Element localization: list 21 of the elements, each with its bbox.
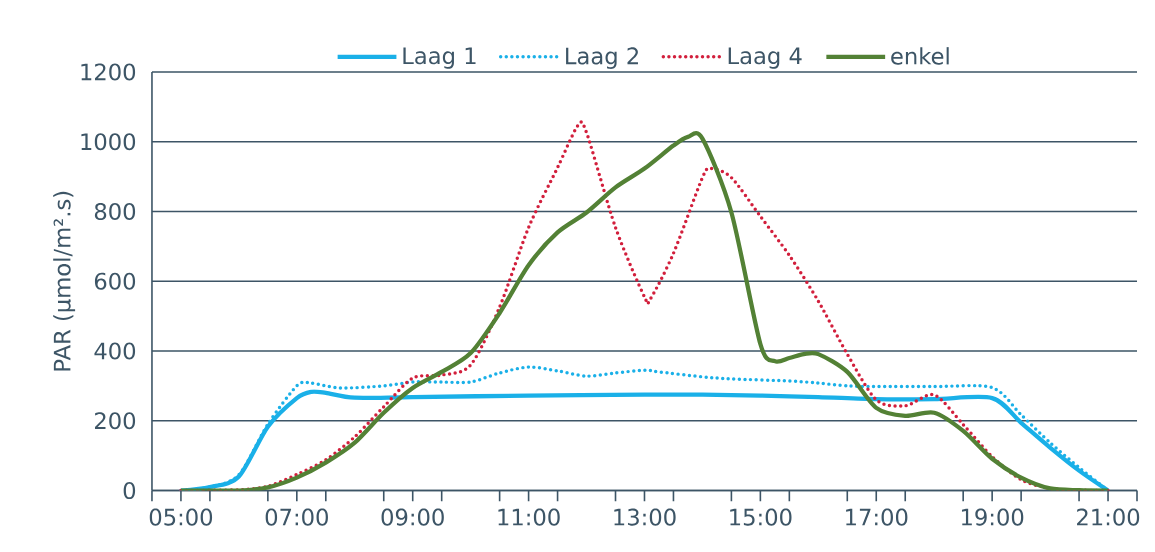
legend-label: Laag 1 xyxy=(403,47,476,69)
x-tick-label: 11:00 xyxy=(498,508,560,526)
y-axis-title: PAR (µmol/m².s) xyxy=(53,191,76,371)
y-tick-label: 200 xyxy=(94,412,136,430)
y-tick-label: 800 xyxy=(94,202,136,221)
y-tick-label: 400 xyxy=(94,342,136,360)
x-tick-label: 07:00 xyxy=(265,508,328,526)
x-tick-label: 19:00 xyxy=(961,508,1024,526)
x-tick-label: 17:00 xyxy=(846,508,908,526)
y-tick-label: 0 xyxy=(123,482,136,500)
legend-label: enkel xyxy=(891,47,949,65)
y-tick-label: 1200 xyxy=(81,63,136,81)
y-tick-label: 600 xyxy=(94,272,136,290)
legend-label: Laag 4 xyxy=(728,47,802,69)
x-tick-label: 05:00 xyxy=(149,508,213,526)
x-tick-label: 13:00 xyxy=(614,508,676,526)
legend-label: Laag 2 xyxy=(566,47,638,69)
x-tick-label: 21:00 xyxy=(1077,508,1140,526)
y-tick-label: 1000 xyxy=(81,133,136,151)
x-tick-label: 09:00 xyxy=(381,508,444,526)
x-tick-label: 15:00 xyxy=(730,508,792,526)
